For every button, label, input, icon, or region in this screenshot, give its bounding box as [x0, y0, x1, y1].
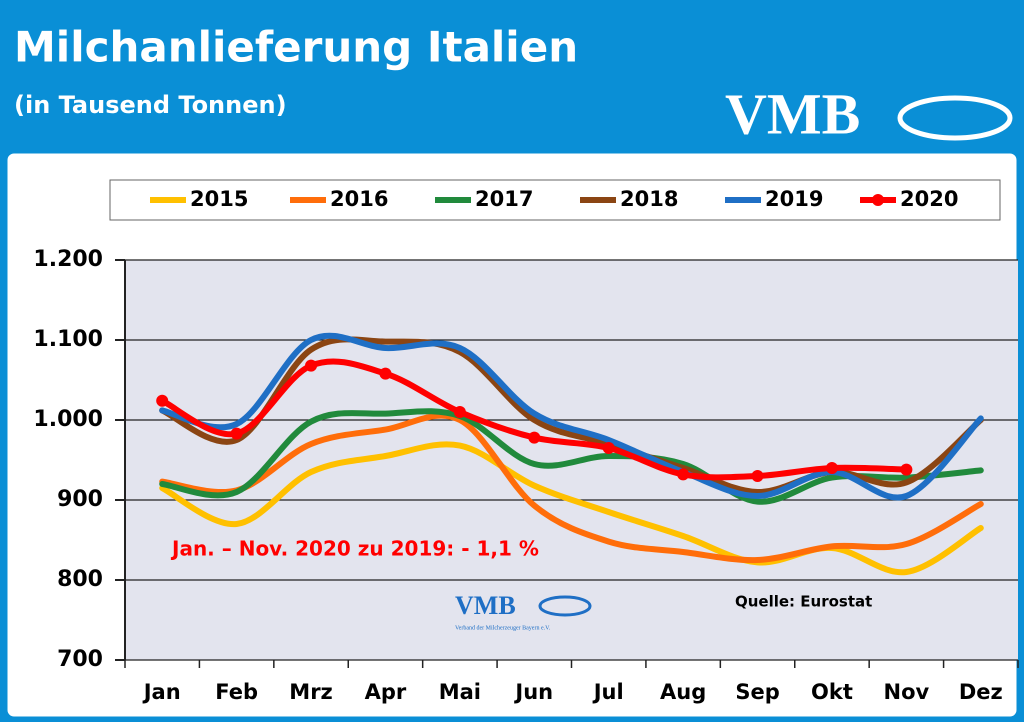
x-tick-label: Nov	[884, 680, 930, 704]
series-line	[159, 412, 984, 564]
legend-label: 2020	[900, 187, 958, 211]
small-logo-swirl	[538, 595, 592, 617]
series-line	[159, 358, 910, 481]
legend-label: 2019	[765, 187, 823, 211]
x-tick-label: Aug	[660, 680, 706, 704]
series-marker	[305, 359, 318, 372]
series-marker	[156, 394, 169, 407]
series-marker	[453, 406, 466, 418]
series-marker	[677, 468, 690, 481]
annotation: Jan. – Nov. 2020 zu 2019: - 1,1 %	[170, 537, 539, 561]
source: Quelle: Eurostat	[735, 593, 872, 611]
series-marker	[379, 367, 392, 380]
legend	[109, 179, 1001, 221]
y-tick-label: 800	[57, 567, 103, 592]
legend-label: 2015	[190, 187, 248, 211]
series-line	[159, 441, 984, 576]
y-tick-label: 1.200	[33, 247, 103, 272]
x-tick-label: Apr	[365, 680, 407, 704]
y-tick-label: 900	[57, 487, 103, 512]
logo: VMB	[725, 81, 860, 146]
x-tick-label: Mrz	[289, 680, 332, 704]
y-tick-label: 700	[57, 647, 103, 672]
series-line	[159, 408, 984, 505]
series-marker	[900, 463, 913, 476]
small-logo: VMB	[455, 591, 516, 620]
chart-subtitle: (in Tausend Tonnen)	[14, 91, 287, 119]
x-tick-label: Mai	[439, 680, 481, 704]
x-tick-label: Dez	[959, 680, 1003, 704]
series-marker	[230, 427, 243, 440]
logo-swirl	[897, 95, 1013, 141]
small-logo-subtext: Verband der Milcherzeuger Bayern e.V.	[455, 625, 551, 631]
series-marker	[528, 431, 541, 444]
series-marker	[751, 470, 764, 482]
x-tick-label: Sep	[735, 680, 779, 704]
series-marker	[602, 442, 615, 454]
y-tick-label: 1.000	[33, 407, 103, 432]
y-tick-label: 1.100	[33, 327, 103, 352]
legend-label: 2018	[620, 187, 678, 211]
series-line	[159, 332, 984, 501]
legend-marker	[872, 194, 884, 206]
legend-label: 2017	[475, 187, 533, 211]
series-marker	[825, 462, 838, 474]
x-tick-label: Feb	[215, 680, 258, 704]
x-tick-label: Jan	[142, 680, 181, 704]
chart-title: Milchanlieferung Italien	[14, 23, 578, 72]
legend-label: 2016	[330, 187, 388, 211]
x-tick-label: Okt	[811, 680, 853, 704]
x-tick-label: Jul	[592, 680, 624, 704]
x-tick-label: Jun	[513, 680, 553, 704]
